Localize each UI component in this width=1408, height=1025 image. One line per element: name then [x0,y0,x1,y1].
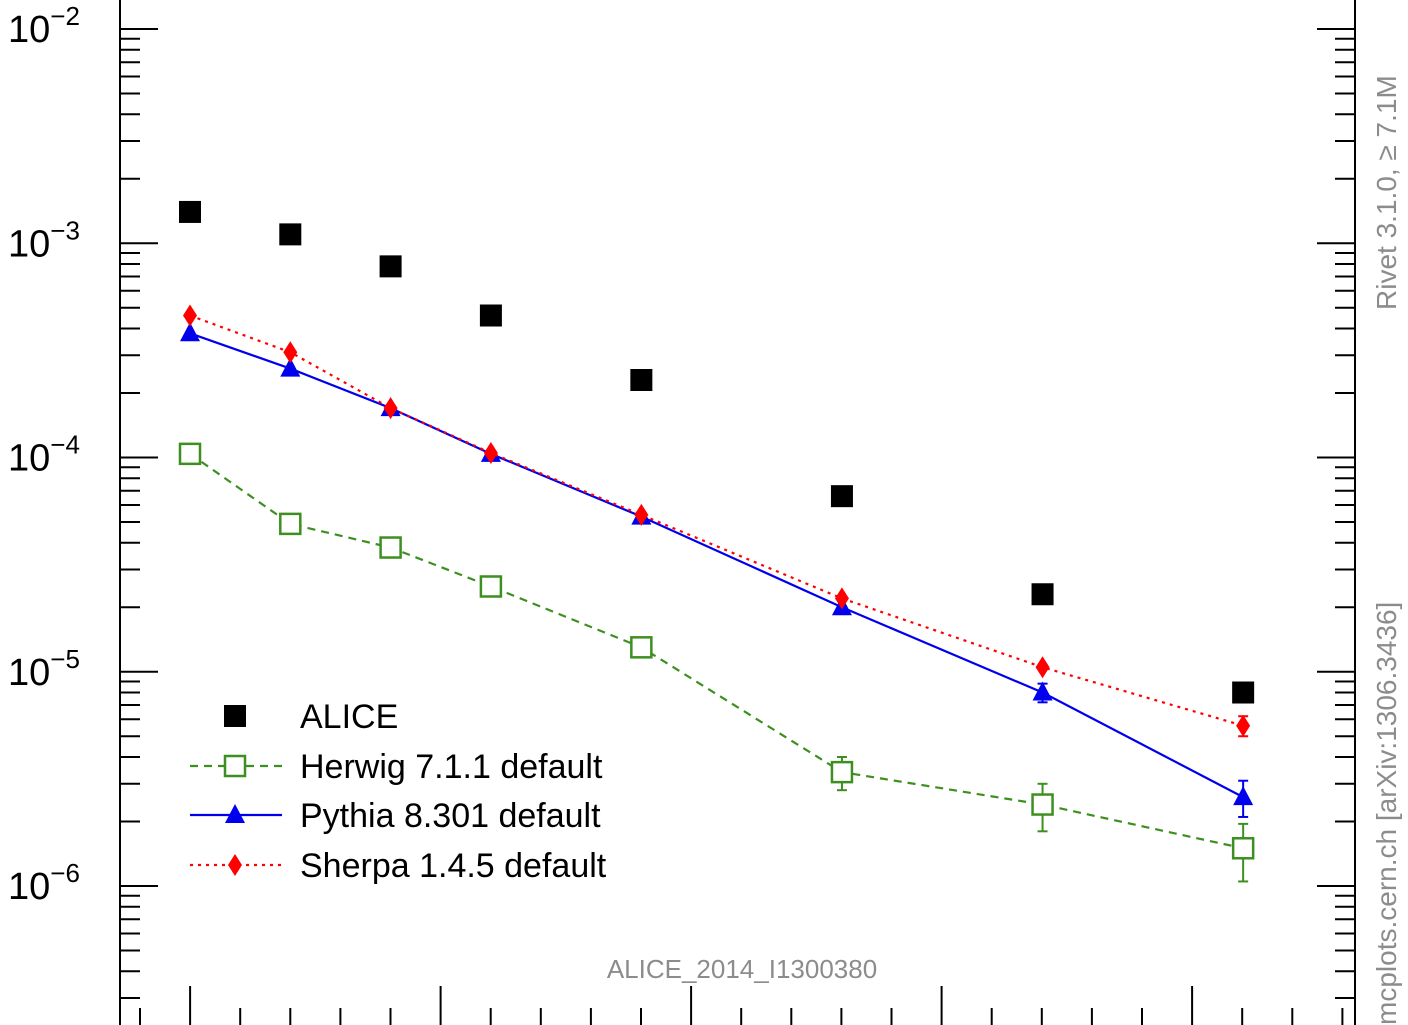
y-tick-label: 10−6 [8,858,80,908]
data-point [224,705,246,727]
y-tick-label: 10−4 [8,430,80,480]
data-point [179,200,201,223]
data-point [379,536,402,559]
data-point [1031,793,1054,816]
legend-label: ALICE [300,698,398,736]
plot-frame [119,0,1356,1025]
data-point [1032,681,1053,701]
data-point [479,304,502,327]
mcplots-source-label: mcplots.cern.ch [arXiv:1306.3436] [1371,602,1402,1025]
data-point [1031,583,1054,606]
data-point [280,357,301,377]
y-axis-ticks: 10−2 10−3 10−4 10−5 10−6 [8,1,1355,1000]
data-point [483,441,498,464]
series-line [189,332,1244,799]
data-point [379,255,402,278]
x-axis-ticks [139,986,1344,1025]
series-line [189,314,1244,727]
data-point [178,442,202,466]
data-point [1035,656,1050,679]
data-series [178,200,1255,883]
data-point [279,512,302,536]
data-point [630,368,653,391]
y-tick-label: 10−3 [8,215,80,265]
legend-label: Herwig 7.1.1 default [300,748,603,786]
legend-item: ALICE [224,698,398,736]
data-point [1233,786,1254,806]
data-point [223,754,247,778]
series-pythia-8-301-default [180,322,1254,818]
legend-label: Pythia 8.301 default [300,797,601,835]
y-tick-label: 10−2 [8,1,80,51]
legend-label: Sherpa 1.4.5 default [300,847,607,885]
y-tick-label: 10−5 [8,644,80,694]
data-point [180,322,200,342]
analysis-label: ALICE_2014_I1300380 [607,954,877,984]
data-point [479,575,503,598]
rivet-version-label: Rivet 3.1.0, ≥ 7.1M [1371,75,1402,310]
data-point [630,636,653,659]
legend: ALICE Herwig 7.1.1 default Pythia 8.301 de… [190,698,607,885]
data-point [279,223,302,246]
data-point [1236,714,1251,737]
data-point [383,397,398,420]
data-point [830,760,854,784]
data-point [1232,681,1255,704]
data-point [634,503,649,526]
legend-item: Pythia 8.301 default [190,797,601,835]
series-herwig-7-1-1-default [178,442,1255,883]
legend-item: Herwig 7.1.1 default [190,748,603,786]
series-alice [179,200,1255,704]
data-point [225,804,245,823]
data-point [834,587,849,610]
legend-item: Sherpa 1.4.5 default [190,847,607,885]
data-point [1231,837,1255,860]
data-point [228,854,242,876]
data-point [283,341,298,364]
series-line [189,452,1244,850]
data-point [183,304,197,327]
data-point [830,485,853,508]
series-sherpa-1-4-5-default [183,304,1251,738]
